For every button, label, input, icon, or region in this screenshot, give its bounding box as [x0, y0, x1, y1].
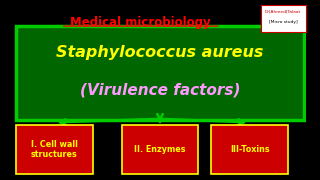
- Text: [Micro study]: [Micro study]: [269, 20, 298, 24]
- Bar: [306, 0, 320, 180]
- FancyBboxPatch shape: [261, 4, 306, 32]
- Text: III-Toxins: III-Toxins: [230, 145, 269, 154]
- Text: Staphylococcus aureus: Staphylococcus aureus: [56, 45, 264, 60]
- Bar: [0, 0, 14, 180]
- Text: Medical microbiology: Medical microbiology: [70, 16, 211, 29]
- Text: Dr|Ahmed|Talaat: Dr|Ahmed|Talaat: [265, 10, 301, 14]
- FancyBboxPatch shape: [16, 26, 304, 120]
- FancyBboxPatch shape: [211, 125, 288, 174]
- Text: I. Cell wall
structures: I. Cell wall structures: [31, 140, 78, 159]
- Text: II. Enzymes: II. Enzymes: [134, 145, 186, 154]
- FancyBboxPatch shape: [16, 125, 93, 174]
- Text: (Virulence factors): (Virulence factors): [80, 82, 240, 98]
- FancyBboxPatch shape: [122, 125, 198, 174]
